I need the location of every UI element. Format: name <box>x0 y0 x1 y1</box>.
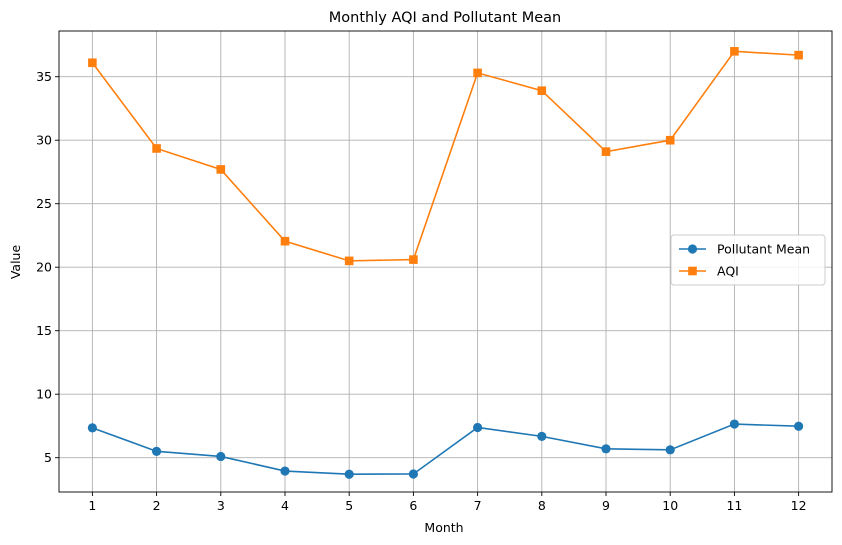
y-tick-label: 25 <box>36 196 52 211</box>
chart-title: Monthly AQI and Pollutant Mean <box>329 10 561 26</box>
data-point <box>87 423 97 433</box>
x-tick-label: 2 <box>153 498 161 513</box>
series-layer <box>87 47 804 479</box>
series-pollutant-mean <box>87 419 804 479</box>
legend-label: Pollutant Mean <box>717 242 810 257</box>
data-point <box>794 50 803 60</box>
x-tick-label: 7 <box>474 498 482 513</box>
plot-frame <box>58 30 833 493</box>
data-point <box>280 466 290 476</box>
data-point <box>280 236 290 246</box>
data-point <box>152 144 161 153</box>
x-tick-label: 8 <box>538 498 546 513</box>
x-tick-label: 1 <box>88 498 96 513</box>
y-tick-label: 35 <box>36 69 52 84</box>
y-axis-label: Value <box>8 245 23 280</box>
x-tick-label: 6 <box>409 498 417 513</box>
data-point <box>665 135 675 145</box>
legend-marker <box>688 266 697 276</box>
legend-item-aqi: AQI <box>679 264 739 279</box>
x-tick-label: 11 <box>726 498 742 513</box>
y-tick-label: 20 <box>36 260 52 275</box>
data-point <box>409 255 418 264</box>
legend-label: AQI <box>717 264 739 279</box>
x-axis-label: Month <box>424 520 463 535</box>
legend-item-pollutant-mean: Pollutant Mean <box>679 242 810 257</box>
data-point <box>408 469 418 479</box>
data-point <box>537 431 547 441</box>
data-point <box>473 422 483 433</box>
data-point <box>665 445 675 455</box>
data-point <box>794 421 804 431</box>
data-point <box>88 58 97 68</box>
data-point <box>216 451 226 462</box>
data-point <box>729 419 740 429</box>
data-point <box>151 446 162 456</box>
data-point <box>601 147 611 156</box>
data-point <box>344 256 354 266</box>
x-tick-label: 9 <box>602 498 610 513</box>
x-tick-label: 12 <box>791 498 807 513</box>
y-tick-label: 15 <box>36 323 52 338</box>
data-point <box>216 165 226 174</box>
legend-marker <box>687 244 698 254</box>
data-point <box>730 47 739 56</box>
data-point <box>473 68 482 78</box>
x-tick-label: 5 <box>345 498 353 513</box>
y-tick-label: 30 <box>36 133 52 148</box>
y-tick-label: 10 <box>36 387 52 402</box>
data-point <box>601 444 611 454</box>
x-tick-label: 3 <box>217 498 225 513</box>
series-line-pollutant-mean <box>92 423 799 476</box>
data-point <box>537 86 547 95</box>
x-tick-label: 4 <box>281 498 289 513</box>
series-aqi <box>88 47 803 266</box>
series-line-aqi <box>91 50 799 262</box>
y-tick-label: 5 <box>44 450 52 465</box>
x-tick-label: 10 <box>662 498 678 513</box>
data-point <box>344 469 354 479</box>
legend: Pollutant Mean AQI <box>670 234 826 286</box>
legend-box <box>670 234 826 286</box>
